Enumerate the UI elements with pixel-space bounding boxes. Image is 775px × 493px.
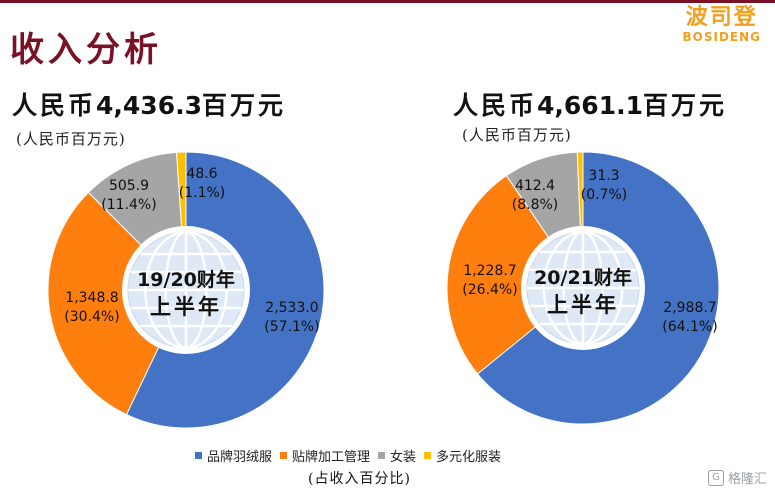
data-label-percent: (64.1%) (662, 319, 717, 335)
total-revenue-right: 人民币4,661.1百万元 (453, 86, 727, 122)
data-label-percent: (1.1%) (179, 185, 226, 201)
center-label-period: 上半年 (150, 294, 222, 319)
legend-label: 贴牌加工管理 (292, 450, 371, 465)
brand-logo: 波司登 BOSIDENG (682, 5, 761, 45)
legend-swatch (424, 452, 432, 459)
data-label-percent: (8.8%) (512, 197, 559, 213)
unit-label-left: (人民币百万元) (16, 130, 126, 148)
total-prefix-right: 人民币 (453, 91, 538, 120)
data-label-value: 412.4 (515, 178, 555, 194)
legend-swatch (195, 452, 202, 459)
data-label-value: 31.3 (588, 168, 619, 184)
unit-label-right: (人民币百万元) (462, 126, 572, 144)
data-label-percent: (30.4%) (64, 309, 119, 325)
data-label-value: 1,348.8 (65, 290, 118, 306)
legend-label: 女装 (390, 450, 417, 465)
data-label-value: 2,533.0 (265, 300, 318, 316)
data-label-percent: (11.4%) (101, 197, 156, 213)
watermark-g-icon: G (707, 469, 724, 486)
total-suffix-right: 百万元 (643, 91, 728, 120)
watermark-text: 格隆汇 (727, 472, 767, 487)
page-title: 收入分析 (10, 30, 162, 70)
center-label-period: 上半年 (547, 292, 619, 317)
legend-item-diversified: 多元化服装 (424, 446, 501, 465)
center-label-year: 20/21财年 (534, 266, 632, 289)
total-value-left: 4,436.3 (96, 91, 202, 120)
legend: 品牌羽绒服 贴牌加工管理 女装 多元化服装 (195, 446, 509, 465)
logo-chinese: 波司登 (685, 5, 758, 30)
data-label-value: 1,228.7 (463, 263, 516, 279)
data-label-value: 48.6 (186, 166, 217, 182)
data-label-percent: (26.4%) (462, 282, 517, 298)
legend-swatch (378, 452, 386, 459)
total-revenue-left: 人民币4,436.3百万元 (12, 86, 286, 122)
watermark: G 格隆汇 (707, 468, 767, 487)
data-label-percent: (0.7%) (581, 187, 628, 203)
data-label-value: 505.9 (109, 178, 149, 194)
legend-item-ladies-wear: 女装 (378, 446, 416, 465)
total-suffix-left: 百万元 (202, 91, 287, 120)
data-label-percent: (57.1%) (264, 319, 319, 335)
footnote: (占收入百分比) (308, 471, 411, 487)
legend-label: 多元化服装 (436, 450, 502, 465)
donut-slice (47, 191, 187, 416)
legend-label: 品牌羽绒服 (207, 450, 273, 465)
top-border (0, 0, 775, 3)
legend-item-down-jackets: 品牌羽绒服 (195, 446, 272, 465)
legend-swatch (280, 452, 288, 459)
donut-slice (446, 174, 584, 375)
center-label-year: 19/20财年 (137, 268, 235, 291)
logo-english: BOSIDENG (682, 30, 761, 44)
data-label-value: 2,988.7 (663, 300, 716, 316)
total-value-right: 4,661.1 (537, 91, 643, 120)
total-prefix-left: 人民币 (12, 91, 97, 120)
legend-item-oem: 贴牌加工管理 (280, 446, 370, 465)
